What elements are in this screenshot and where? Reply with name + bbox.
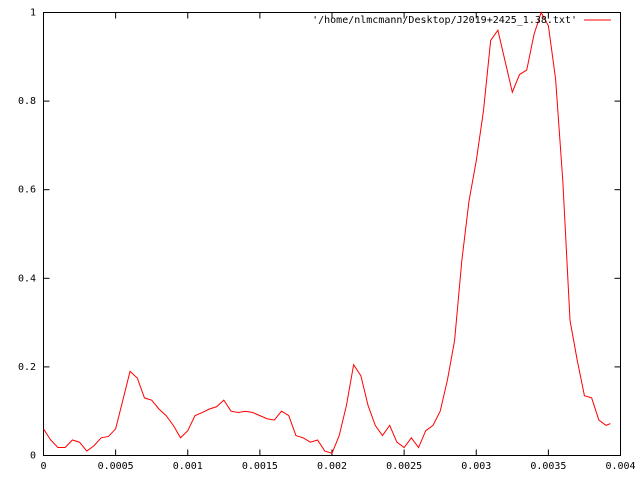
legend-label: '/home/nlmcmann/Desktop/J2019+2425_1.38.… — [312, 15, 577, 26]
y-tick-label: 0.2 — [18, 362, 36, 373]
x-tick-label: 0.001 — [173, 461, 203, 472]
y-tick-label: 0 — [30, 451, 36, 462]
x-tick-label: 0.0035 — [530, 461, 566, 472]
x-tick-label: 0.004 — [605, 461, 635, 472]
data-line — [43, 11, 611, 454]
x-tick-label: 0.0025 — [386, 461, 422, 472]
y-tick-label: 1 — [30, 8, 36, 19]
y-tick-label: 0.8 — [18, 96, 36, 107]
y-tick-label: 0.4 — [18, 273, 36, 284]
x-tick-label: 0.003 — [461, 461, 491, 472]
x-tick-label: 0 — [40, 461, 46, 472]
x-tick-label: 0.0015 — [242, 461, 278, 472]
y-tick-label: 0.6 — [18, 185, 36, 196]
plot-frame — [43, 12, 621, 456]
x-tick-label: 0.002 — [317, 461, 347, 472]
x-tick-label: 0.0005 — [98, 461, 134, 472]
